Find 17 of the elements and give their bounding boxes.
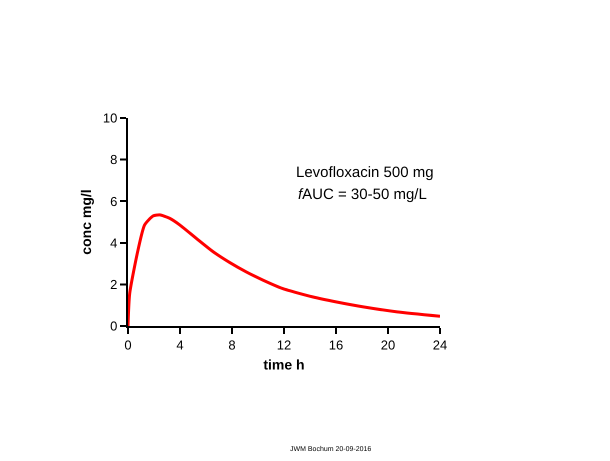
y-tick-label: 4 bbox=[110, 235, 118, 250]
x-tick-label: 12 bbox=[276, 338, 292, 353]
y-tick-label: 6 bbox=[110, 194, 118, 209]
x-tick-label: 8 bbox=[228, 338, 236, 353]
annotation: fAUC = 30-50 mg/L bbox=[298, 186, 427, 203]
x-tick-label: 16 bbox=[328, 338, 344, 353]
y-tick-label: 10 bbox=[102, 110, 118, 126]
x-tick-label: 0 bbox=[124, 338, 132, 353]
y-axis-title: conc mg/l bbox=[78, 189, 94, 255]
annotation: Levofloxacin 500 mg bbox=[296, 164, 434, 181]
y-tick-label: 2 bbox=[110, 276, 118, 292]
y-tick-label: 0 bbox=[110, 318, 118, 334]
x-tick-label: 24 bbox=[432, 338, 448, 353]
x-tick-label: 20 bbox=[380, 338, 396, 353]
x-tick-label: 4 bbox=[176, 338, 184, 353]
y-tick-label: 8 bbox=[110, 152, 118, 168]
x-axis-title: time h bbox=[263, 356, 305, 372]
